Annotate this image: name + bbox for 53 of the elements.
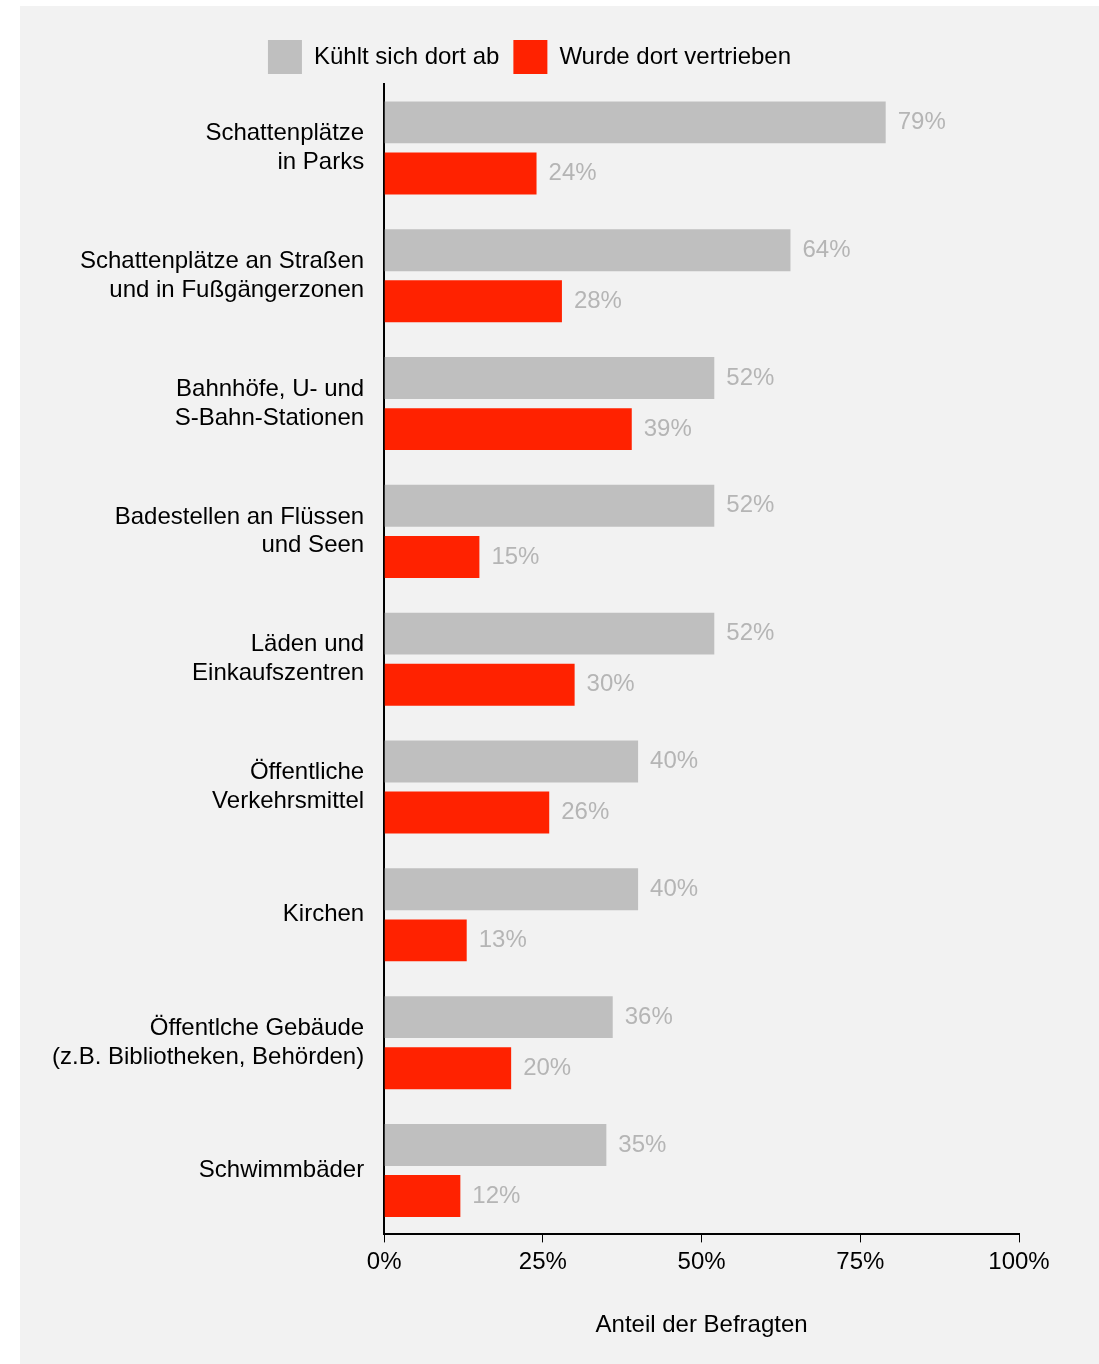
data-label: 36% <box>624 1001 673 1029</box>
y-tick-label: Bahnhöfe, U- und S-Bahn-Stationen <box>174 373 365 430</box>
data-label: 24% <box>548 158 597 186</box>
x-tick-label: 50% <box>677 1247 726 1275</box>
data-label: 13% <box>478 925 527 953</box>
bar <box>384 868 639 911</box>
data-label: 12% <box>472 1180 521 1208</box>
data-label: 52% <box>726 618 775 646</box>
bar <box>384 357 715 399</box>
y-tick-label: Läden und Einkaufszentren <box>192 629 365 686</box>
x-tick-label: 25% <box>518 1247 567 1275</box>
data-label: 39% <box>643 413 692 441</box>
bar <box>384 1123 607 1166</box>
y-tick-label: Schwimmbäder <box>198 1155 365 1183</box>
y-tick-label: Öffentliche Verkehrsmittel <box>212 757 365 814</box>
bar <box>384 791 550 834</box>
data-label: 35% <box>618 1129 667 1157</box>
bar <box>384 280 562 323</box>
legend-label: Kühlt sich dort ab <box>313 41 500 69</box>
bar <box>384 740 639 783</box>
bar <box>384 996 613 1039</box>
bar <box>384 612 715 655</box>
data-label: 52% <box>726 362 775 390</box>
data-label: 79% <box>897 106 946 134</box>
bar <box>384 663 575 706</box>
data-label: 26% <box>561 797 610 825</box>
bar <box>384 1047 512 1090</box>
y-tick-label: Badestellen an Flüssen und Seen <box>114 501 365 558</box>
bar <box>384 408 632 451</box>
bar <box>384 484 715 527</box>
data-label: 20% <box>523 1052 572 1080</box>
data-label: 40% <box>650 873 699 901</box>
data-label: 40% <box>650 746 699 774</box>
bar <box>384 229 791 272</box>
x-tick-label: 0% <box>366 1247 402 1275</box>
data-label: 64% <box>802 234 851 262</box>
x-axis-title: Anteil der Befragten <box>595 1310 808 1338</box>
bar <box>384 152 537 195</box>
data-label: 52% <box>726 490 775 518</box>
x-tick-label: 100% <box>988 1247 1050 1275</box>
y-tick-label: Kirchen <box>282 899 365 927</box>
bar <box>384 101 886 144</box>
legend-label: Wurde dort vertrieben <box>559 41 792 69</box>
bar <box>384 535 480 578</box>
y-tick-label: Schattenplätze in Parks <box>205 118 365 174</box>
data-label: 15% <box>491 541 540 569</box>
bar <box>384 1175 461 1218</box>
y-tick-label: Schattenplätze an Straßen und in Fußgängerzonen <box>79 245 365 302</box>
bar <box>384 919 467 962</box>
y-tick-label: Öffentlche Gebäude (z.B. Bibliotheken, Behörden) <box>51 1012 365 1069</box>
data-label: 28% <box>573 285 622 313</box>
x-tick-label: 75% <box>836 1247 885 1275</box>
data-label: 30% <box>586 669 635 697</box>
